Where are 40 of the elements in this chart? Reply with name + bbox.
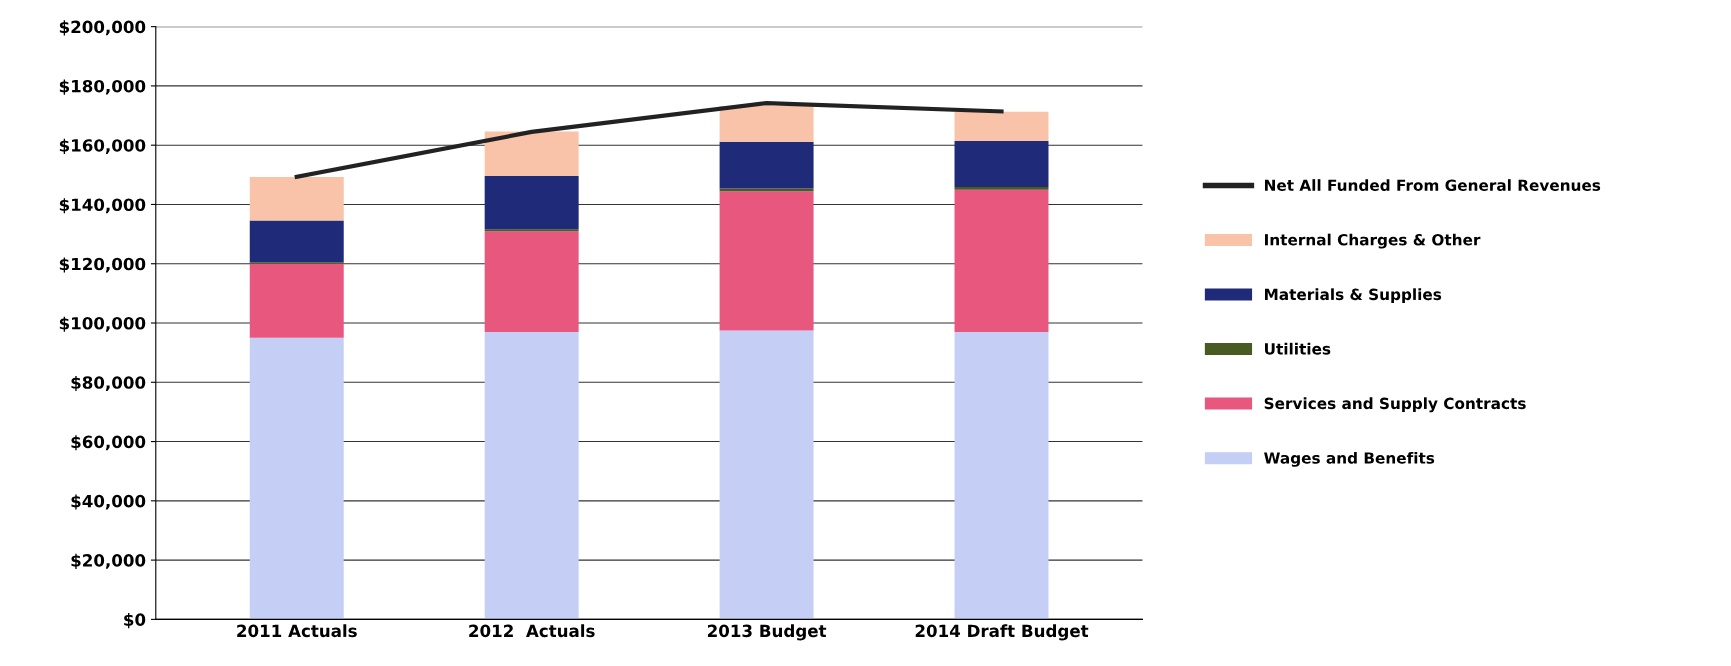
y-tick-label: $140,000 <box>59 198 146 214</box>
bar <box>484 331 579 620</box>
bar <box>954 189 1049 332</box>
bar <box>484 176 579 230</box>
legend-label: Wages and Benefits <box>1264 451 1435 467</box>
legend-label: Internal Charges & Other <box>1265 233 1481 249</box>
x-tick-label: 2011 Actuals <box>237 624 357 638</box>
bar <box>954 141 1049 187</box>
x-tick-label: 2012 Actuals <box>469 624 595 638</box>
x-tick-label: 2014 Draft Budget <box>915 624 1089 641</box>
bar <box>954 331 1049 620</box>
line-series <box>294 101 1004 179</box>
legend-label: Net All Funded From General Revenues <box>1265 179 1601 191</box>
bar <box>954 111 1049 142</box>
y-tick-label: $80,000 <box>71 375 146 392</box>
x-tick-label: 2013 Budget <box>707 624 827 641</box>
bar <box>484 231 579 332</box>
bar <box>249 337 344 620</box>
bar <box>719 191 814 331</box>
y-tick-label: $20,000 <box>71 553 146 569</box>
legend-label: Utilities <box>1265 342 1331 355</box>
y-tick-label: $160,000 <box>59 138 146 154</box>
bar <box>719 188 814 192</box>
bar <box>249 176 344 221</box>
legend-label: Services and Supply Contracts <box>1264 397 1526 413</box>
y-tick-label: $180,000 <box>59 79 146 95</box>
y-tick-label: $40,000 <box>71 494 146 510</box>
y-tick-label: $0 <box>124 613 146 629</box>
y-tick-label: $200,000 <box>59 20 146 36</box>
bar <box>249 263 344 338</box>
bar <box>719 330 814 620</box>
y-tick-label: $60,000 <box>71 435 146 451</box>
y-tick-label: $100,000 <box>59 316 146 332</box>
bar <box>719 106 814 142</box>
legend-label: Materials & Supplies <box>1265 288 1442 304</box>
y-tick-label: $120,000 <box>59 257 146 273</box>
bar <box>249 220 344 263</box>
bar <box>484 131 579 177</box>
bar <box>954 186 1049 190</box>
bar <box>719 141 814 189</box>
